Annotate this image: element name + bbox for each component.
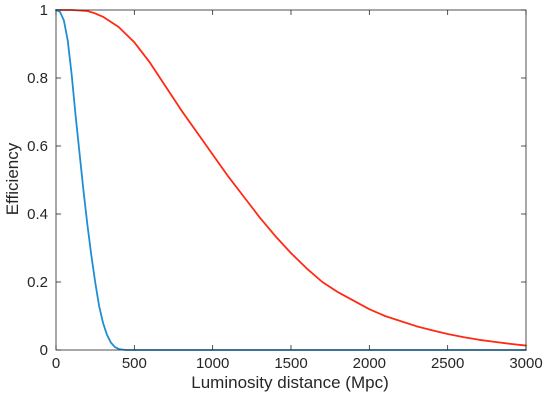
x-tick-label: 1500	[274, 355, 307, 372]
tick-labels: 0 500 1000 1500 2000 2500 3000 0 0.2 0.4 0.6 0.8 1	[27, 2, 543, 372]
y-tick-label: 1	[40, 2, 48, 19]
y-tick-label: 0.4	[27, 206, 48, 223]
axes	[55, 9, 527, 351]
x-tick-label: 0	[52, 355, 60, 372]
y-tick-label: 0.2	[27, 274, 48, 291]
x-axis-label: Luminosity distance (Mpc)	[191, 373, 388, 392]
x-tick-label: 500	[122, 355, 147, 372]
x-tick-label: 2500	[431, 355, 464, 372]
y-tick-label: 0	[40, 342, 48, 359]
x-tick-label: 1000	[196, 355, 229, 372]
plot-area	[56, 10, 526, 350]
y-tick-label: 0.6	[27, 138, 48, 155]
plot-background	[56, 10, 526, 350]
y-axis-label: Efficiency	[3, 142, 22, 215]
y-tick-label: 0.8	[27, 70, 48, 87]
series-line-1	[55, 9, 527, 347]
x-tick-label: 3000	[509, 355, 542, 372]
x-tick-label: 2000	[353, 355, 386, 372]
